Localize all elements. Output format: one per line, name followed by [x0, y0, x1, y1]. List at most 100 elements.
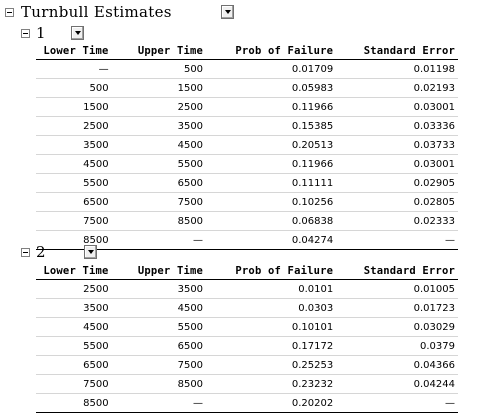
lower-time-cell: 1500 — [36, 97, 112, 117]
lower-time-cell: 3500 — [36, 135, 112, 155]
prob-of-failure-cell: 0.0303 — [206, 298, 337, 318]
upper-time-cell: — — [111, 393, 207, 413]
standard-error-cell: 0.03001 — [336, 154, 458, 174]
lower-time-cell: 8500 — [36, 230, 112, 250]
table-row[interactable]: 6500 7500 0.25253 0.04366 — [36, 355, 458, 375]
standard-error-cell: 0.02193 — [336, 78, 458, 98]
prob-of-failure-cell: 0.01709 — [206, 59, 337, 79]
standard-error-cell: 0.02805 — [336, 192, 458, 212]
lower-time-cell: 2500 — [36, 116, 112, 136]
prob-of-failure-cell: 0.10101 — [206, 317, 337, 337]
prob-of-failure-cell: 0.20202 — [206, 393, 337, 413]
prob-of-failure-cell: 0.04274 — [206, 230, 337, 250]
upper-time-cell: 500 — [111, 59, 207, 79]
prob-of-failure-cell: 0.05983 — [206, 78, 337, 98]
standard-error-cell: 0.04366 — [336, 355, 458, 375]
table-row[interactable]: 4500 5500 0.11966 0.03001 — [36, 154, 458, 174]
standard-error-cell: 0.04244 — [336, 374, 458, 394]
table-row[interactable]: 2500 3500 0.0101 0.01005 — [36, 279, 458, 299]
prob-of-failure-cell: 0.11966 — [206, 154, 337, 174]
standard-error-cell: 0.01005 — [336, 279, 458, 299]
upper-time-cell: 4500 — [111, 298, 207, 318]
report-collapse-icon[interactable] — [5, 8, 14, 17]
column-header-upper-time[interactable]: Upper Time — [111, 262, 207, 280]
standard-error-cell: 0.03001 — [336, 97, 458, 117]
group-2-collapse-icon[interactable] — [21, 248, 30, 257]
table-row[interactable]: 6500 7500 0.10256 0.02805 — [36, 192, 458, 212]
standard-error-cell: — — [336, 393, 458, 413]
table-row[interactable]: 500 1500 0.05983 0.02193 — [36, 78, 458, 98]
standard-error-cell: 0.03029 — [336, 317, 458, 337]
report-title: Turnbull Estimates — [21, 3, 172, 21]
table-row[interactable]: 3500 4500 0.0303 0.01723 — [36, 298, 458, 318]
prob-of-failure-cell: 0.15385 — [206, 116, 337, 136]
upper-time-cell: 5500 — [111, 317, 207, 337]
prob-of-failure-cell: 0.17172 — [206, 336, 337, 356]
column-header-standard-error[interactable]: Standard Error — [336, 262, 458, 280]
group-2-label: 2 — [36, 243, 46, 261]
lower-time-cell: — — [36, 59, 112, 79]
standard-error-cell: 0.01198 — [336, 59, 458, 79]
upper-time-cell: 8500 — [111, 374, 207, 394]
standard-error-cell: 0.03336 — [336, 116, 458, 136]
standard-error-cell: 0.02905 — [336, 173, 458, 193]
upper-time-cell: 6500 — [111, 173, 207, 193]
prob-of-failure-cell: 0.23232 — [206, 374, 337, 394]
table-row[interactable]: 4500 5500 0.10101 0.03029 — [36, 317, 458, 337]
lower-time-cell: 2500 — [36, 279, 112, 299]
group-2-header-row: Lower Time Upper Time Prob of Failure St… — [36, 262, 458, 280]
prob-of-failure-cell: 0.0101 — [206, 279, 337, 299]
upper-time-cell: 6500 — [111, 336, 207, 356]
group-1-table: Lower Time Upper Time Prob of Failure St… — [36, 42, 458, 250]
upper-time-cell: 7500 — [111, 355, 207, 375]
table-row[interactable]: —500 0.01709 0.01198 — [36, 59, 458, 79]
lower-time-cell: 6500 — [36, 355, 112, 375]
upper-time-cell: 4500 — [111, 135, 207, 155]
upper-time-cell: 2500 — [111, 97, 207, 117]
lower-time-cell: 4500 — [36, 154, 112, 174]
lower-time-cell: 3500 — [36, 298, 112, 318]
column-header-standard-error[interactable]: Standard Error — [336, 42, 458, 60]
group-1-collapse-icon[interactable] — [21, 29, 30, 38]
table-row[interactable]: 5500 6500 0.11111 0.02905 — [36, 173, 458, 193]
prob-of-failure-cell: 0.10256 — [206, 192, 337, 212]
column-header-prob-of-failure[interactable]: Prob of Failure — [206, 42, 337, 60]
table-row[interactable]: 8500—0.04274— — [36, 230, 458, 250]
column-header-prob-of-failure[interactable]: Prob of Failure — [206, 262, 337, 280]
table-row[interactable]: 7500 8500 0.06838 0.02333 — [36, 211, 458, 231]
group-2-table-body: 2500 3500 0.0101 0.01005 3500 4500 0.0303 0.017… — [36, 279, 458, 413]
table-row[interactable]: 2500 3500 0.15385 0.03336 — [36, 116, 458, 136]
prob-of-failure-cell: 0.11111 — [206, 173, 337, 193]
group-1-header-row: Lower Time Upper Time Prob of Failure St… — [36, 42, 458, 60]
lower-time-cell: 4500 — [36, 317, 112, 337]
table-row[interactable]: 7500 8500 0.23232 0.04244 — [36, 374, 458, 394]
lower-time-cell: 5500 — [36, 336, 112, 356]
group-2-table: Lower Time Upper Time Prob of Failure St… — [36, 262, 458, 413]
column-header-lower-time[interactable]: Lower Time — [36, 262, 112, 280]
table-row[interactable]: 3500 4500 0.20513 0.03733 — [36, 135, 458, 155]
column-header-upper-time[interactable]: Upper Time — [111, 42, 207, 60]
group-2-menu-dropdown-button[interactable] — [84, 245, 97, 259]
upper-time-cell: — — [111, 230, 207, 250]
upper-time-cell: 5500 — [111, 154, 207, 174]
table-row[interactable]: 8500—0.20202— — [36, 393, 458, 413]
table-row[interactable]: 5500 6500 0.17172 0.0379 — [36, 336, 458, 356]
report-menu-dropdown-button[interactable] — [221, 5, 234, 19]
prob-of-failure-cell: 0.20513 — [206, 135, 337, 155]
lower-time-cell: 6500 — [36, 192, 112, 212]
standard-error-cell: 0.0379 — [336, 336, 458, 356]
prob-of-failure-cell: 0.06838 — [206, 211, 337, 231]
upper-time-cell: 1500 — [111, 78, 207, 98]
group-1-table-body: —500 0.01709 0.01198 500 1500 0.05983 0.02193 1… — [36, 59, 458, 250]
standard-error-cell: 0.02333 — [336, 211, 458, 231]
table-row[interactable]: 1500 2500 0.11966 0.03001 — [36, 97, 458, 117]
standard-error-cell: 0.03733 — [336, 135, 458, 155]
upper-time-cell: 3500 — [111, 116, 207, 136]
upper-time-cell: 8500 — [111, 211, 207, 231]
upper-time-cell: 3500 — [111, 279, 207, 299]
group-1-menu-dropdown-button[interactable] — [71, 26, 84, 40]
lower-time-cell: 500 — [36, 78, 112, 98]
lower-time-cell: 7500 — [36, 374, 112, 394]
column-header-lower-time[interactable]: Lower Time — [36, 42, 112, 60]
lower-time-cell: 7500 — [36, 211, 112, 231]
